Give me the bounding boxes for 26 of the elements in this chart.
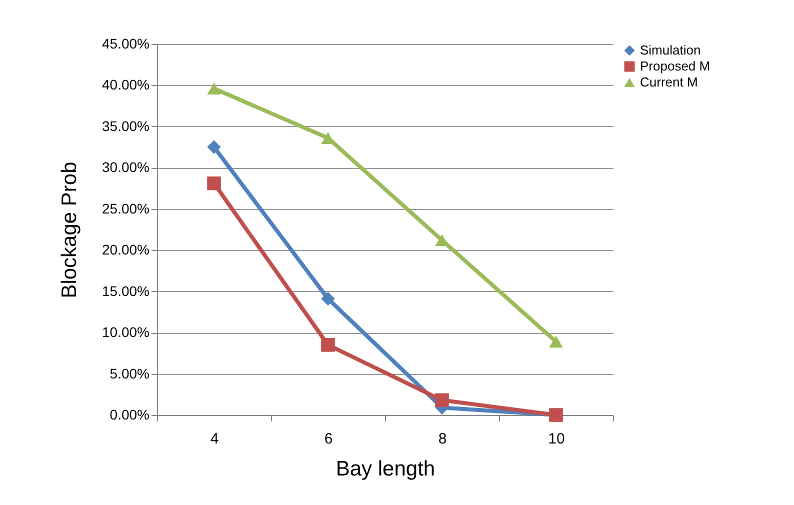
- point: [549, 336, 563, 348]
- y-tick-label: 10.00%: [102, 324, 150, 340]
- point: [207, 140, 221, 154]
- y-axis-title: Blockage Prob: [58, 162, 82, 298]
- x-tick-label: 10: [548, 430, 565, 448]
- legend-label: Simulation: [640, 42, 701, 58]
- x-tick-label: 8: [438, 430, 447, 448]
- y-tick-label: 30.00%: [102, 159, 150, 176]
- y-tick-label: 25.00%: [102, 200, 150, 216]
- y-tick-label: 0.00%: [110, 406, 150, 422]
- y-tick-label: 5.00%: [110, 365, 150, 382]
- y-tick-label: 40.00%: [102, 76, 150, 93]
- y-tick-label: 20.00%: [102, 242, 150, 258]
- point: [321, 292, 335, 306]
- legend-label: Current M: [640, 74, 698, 90]
- point: [321, 338, 335, 352]
- y-tick-label: 15.00%: [102, 282, 150, 299]
- legend-label: Proposed M: [640, 58, 710, 74]
- x-tick-label: 4: [210, 430, 219, 448]
- x-axis-title: Bay length: [336, 458, 436, 480]
- point: [207, 82, 221, 94]
- y-tick-label: 45.00%: [102, 36, 150, 52]
- x-tick-label: 6: [324, 430, 333, 448]
- point: [435, 393, 449, 408]
- y-tick-label: 35.00%: [102, 118, 150, 134]
- point: [207, 176, 221, 190]
